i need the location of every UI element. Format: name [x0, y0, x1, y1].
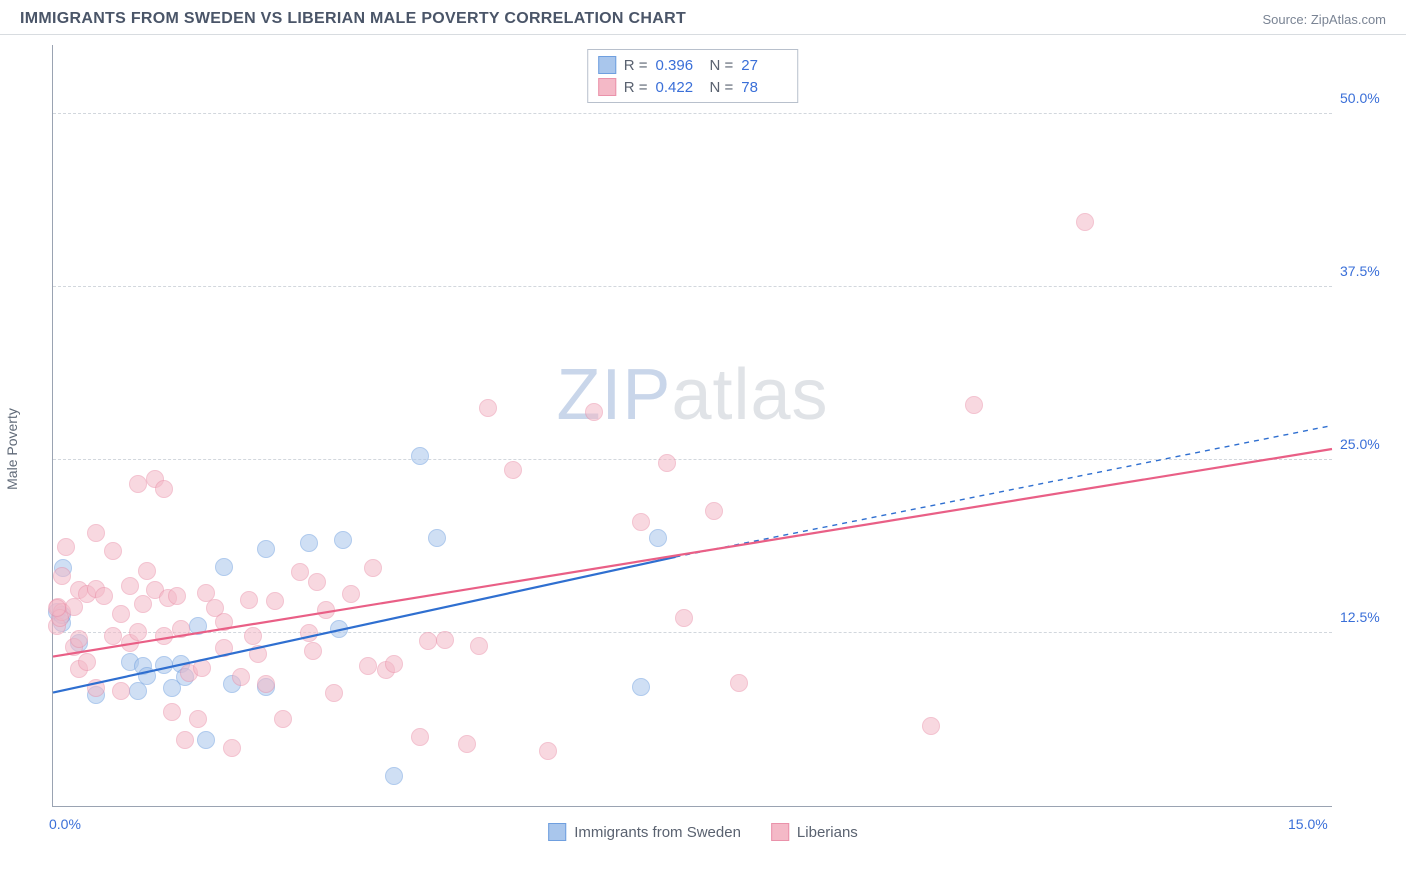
r-value-liberians: 0.422: [656, 79, 702, 96]
x-tick-label: 15.0%: [1288, 816, 1328, 832]
legend-item-liberians: Liberians: [771, 823, 858, 841]
legend-label-liberians: Liberians: [797, 824, 858, 841]
n-label: N =: [710, 79, 734, 96]
y-axis-label: Male Poverty: [4, 408, 20, 490]
regression-line: [53, 557, 675, 693]
header: IMMIGRANTS FROM SWEDEN VS LIBERIAN MALE …: [0, 0, 1406, 35]
regression-lines: [53, 45, 1332, 806]
legend-swatch-sweden: [548, 823, 566, 841]
chart-container: Male Poverty ZIPatlas R = 0.396 N = 27 R…: [0, 35, 1406, 847]
source-label: Source: ZipAtlas.com: [1262, 12, 1386, 27]
r-value-sweden: 0.396: [656, 57, 702, 74]
y-tick-label: 50.0%: [1340, 90, 1400, 106]
n-label: N =: [710, 57, 734, 74]
regression-line: [53, 449, 1332, 657]
n-value-liberians: 78: [741, 79, 787, 96]
y-tick-label: 12.5%: [1340, 609, 1400, 625]
n-value-sweden: 27: [741, 57, 787, 74]
legend-bottom: Immigrants from Sweden Liberians: [548, 823, 858, 841]
stats-row-sweden: R = 0.396 N = 27: [598, 54, 788, 76]
stats-row-liberians: R = 0.422 N = 78: [598, 76, 788, 98]
swatch-liberians: [598, 78, 616, 96]
swatch-sweden: [598, 56, 616, 74]
chart-title: IMMIGRANTS FROM SWEDEN VS LIBERIAN MALE …: [20, 10, 686, 28]
y-tick-label: 25.0%: [1340, 436, 1400, 452]
r-label: R =: [624, 57, 648, 74]
r-label: R =: [624, 79, 648, 96]
legend-label-sweden: Immigrants from Sweden: [574, 824, 741, 841]
y-tick-label: 37.5%: [1340, 263, 1400, 279]
legend-item-sweden: Immigrants from Sweden: [548, 823, 741, 841]
stats-legend: R = 0.396 N = 27 R = 0.422 N = 78: [587, 49, 799, 103]
legend-swatch-liberians: [771, 823, 789, 841]
x-tick-label: 0.0%: [49, 816, 81, 832]
regression-extrapolation: [675, 426, 1332, 557]
plot-area: ZIPatlas R = 0.396 N = 27 R = 0.422 N = …: [52, 45, 1332, 807]
